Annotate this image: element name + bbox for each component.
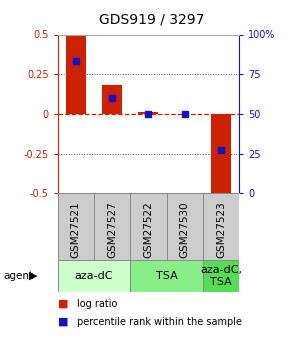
Bar	[138, 112, 158, 114]
Text: aza-dC: aza-dC	[75, 271, 113, 281]
Text: GSM27530: GSM27530	[180, 201, 190, 258]
Text: GDS919 / 3297: GDS919 / 3297	[99, 12, 204, 26]
Text: agent: agent	[3, 271, 33, 281]
Bar	[102, 85, 122, 114]
Text: ■: ■	[58, 299, 68, 308]
Text: log ratio: log ratio	[77, 299, 118, 308]
Text: aza-dC,
TSA: aza-dC, TSA	[200, 265, 242, 287]
Bar	[94, 193, 130, 260]
Text: GSM27522: GSM27522	[143, 201, 154, 258]
Bar	[66, 34, 86, 114]
Bar	[203, 193, 239, 260]
Text: GSM27527: GSM27527	[107, 201, 117, 258]
Bar	[167, 193, 203, 260]
Bar	[203, 260, 239, 292]
Bar	[58, 193, 94, 260]
Text: TSA: TSA	[156, 271, 178, 281]
Text: ■: ■	[58, 317, 68, 326]
Bar	[58, 260, 130, 292]
Text: GSM27523: GSM27523	[216, 201, 226, 258]
Bar	[211, 114, 231, 193]
Text: percentile rank within the sample: percentile rank within the sample	[77, 317, 242, 326]
Bar	[130, 193, 167, 260]
Text: ▶: ▶	[29, 271, 37, 281]
Text: GSM27521: GSM27521	[71, 201, 81, 258]
Bar	[130, 260, 203, 292]
